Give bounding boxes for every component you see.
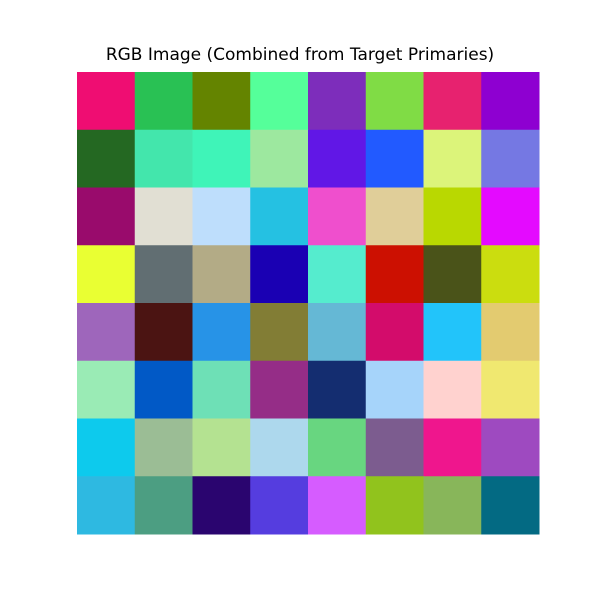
pixel-cell-r7-c4 <box>308 476 367 535</box>
pixel-cell-r6-c3 <box>250 418 309 477</box>
pixel-cell-r6-c2 <box>192 418 251 477</box>
pixel-cell-r5-c0 <box>77 360 136 419</box>
pixel-cell-r6-c4 <box>308 418 367 477</box>
pixel-cell-r0-c3 <box>250 72 309 131</box>
pixel-cell-r4-c3 <box>250 303 309 362</box>
pixel-cell-r6-c5 <box>365 418 424 477</box>
pixel-cell-r4-c7 <box>481 303 540 362</box>
pixel-cell-r3-c0 <box>77 245 136 304</box>
chart-title: RGB Image (Combined from Target Primarie… <box>105 45 495 65</box>
pixel-cell-r2-c0 <box>77 187 136 246</box>
pixel-cell-r7-c6 <box>423 476 482 535</box>
pixel-cell-r5-c7 <box>481 360 540 419</box>
pixel-cell-r5-c4 <box>308 360 367 419</box>
pixel-cell-r2-c5 <box>365 187 424 246</box>
pixel-cell-r0-c7 <box>481 72 540 131</box>
pixel-cell-r5-c5 <box>365 360 424 419</box>
pixel-cell-r1-c1 <box>134 129 193 188</box>
pixel-cell-r7-c0 <box>77 476 136 535</box>
pixel-cell-r7-c1 <box>134 476 193 535</box>
pixel-cell-r4-c6 <box>423 303 482 362</box>
pixel-cell-r7-c2 <box>192 476 251 535</box>
pixel-cell-r0-c4 <box>308 72 367 131</box>
pixel-cell-r2-c3 <box>250 187 309 246</box>
pixel-cell-r7-c5 <box>365 476 424 535</box>
pixel-cell-r0-c6 <box>423 72 482 131</box>
pixel-cell-r0-c1 <box>134 72 193 131</box>
pixel-cell-r4-c0 <box>77 303 136 362</box>
pixel-cell-r0-c2 <box>192 72 251 131</box>
pixel-cell-r0-c5 <box>365 72 424 131</box>
pixel-cell-r1-c6 <box>423 129 482 188</box>
pixel-cell-r6-c6 <box>423 418 482 477</box>
pixel-cell-r6-c1 <box>134 418 193 477</box>
pixel-cell-r6-c7 <box>481 418 540 477</box>
pixel-cell-r2-c7 <box>481 187 540 246</box>
pixel-cell-r2-c6 <box>423 187 482 246</box>
pixel-cell-r2-c2 <box>192 187 251 246</box>
pixel-cell-r0-c0 <box>77 72 136 131</box>
pixel-cell-r4-c1 <box>134 303 193 362</box>
pixel-cell-r5-c3 <box>250 360 309 419</box>
pixel-cell-r1-c5 <box>365 129 424 188</box>
pixel-cell-r5-c6 <box>423 360 482 419</box>
pixel-cell-r1-c3 <box>250 129 309 188</box>
pixel-cell-r1-c2 <box>192 129 251 188</box>
pixel-cell-r6-c0 <box>77 418 136 477</box>
pixel-cells <box>77 72 540 535</box>
pixel-cell-r1-c4 <box>308 129 367 188</box>
pixel-cell-r4-c2 <box>192 303 251 362</box>
pixel-cell-r2-c4 <box>308 187 367 246</box>
pixel-cell-r3-c5 <box>365 245 424 304</box>
pixel-cell-r1-c0 <box>77 129 136 188</box>
pixel-cell-r5-c1 <box>134 360 193 419</box>
pixel-cell-r4-c4 <box>308 303 367 362</box>
pixel-cell-r7-c7 <box>481 476 540 535</box>
pixel-cell-r3-c1 <box>134 245 193 304</box>
pixel-cell-r2-c1 <box>134 187 193 246</box>
pixel-cell-r4-c5 <box>365 303 424 362</box>
pixel-cell-r5-c2 <box>192 360 251 419</box>
pixel-cell-r3-c2 <box>192 245 251 304</box>
pixel-cell-r3-c3 <box>250 245 309 304</box>
pixel-cell-r3-c4 <box>308 245 367 304</box>
pixel-cell-r1-c7 <box>481 129 540 188</box>
pixel-cell-r7-c3 <box>250 476 309 535</box>
pixel-cell-r3-c7 <box>481 245 540 304</box>
pixel-cell-r3-c6 <box>423 245 482 304</box>
